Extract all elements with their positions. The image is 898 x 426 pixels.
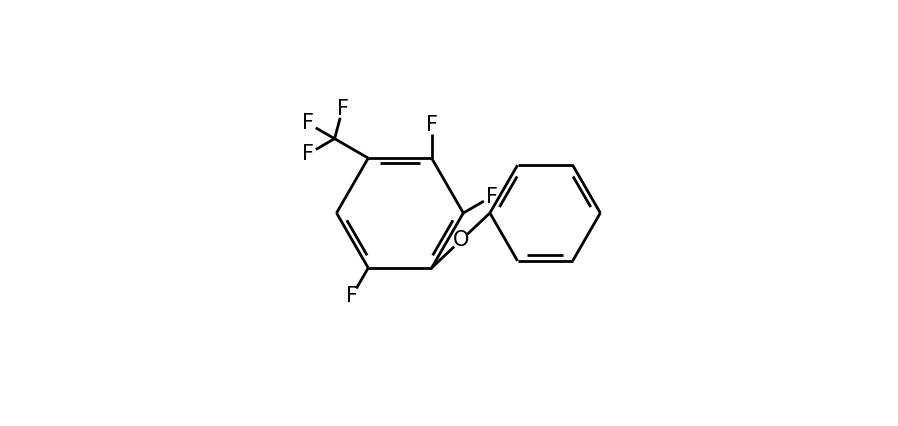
Text: F: F [486,187,497,207]
Text: F: F [346,286,358,306]
Text: F: F [337,99,348,119]
Text: F: F [302,113,314,133]
Text: F: F [426,115,437,135]
Text: O: O [453,230,469,250]
Text: F: F [302,144,314,164]
